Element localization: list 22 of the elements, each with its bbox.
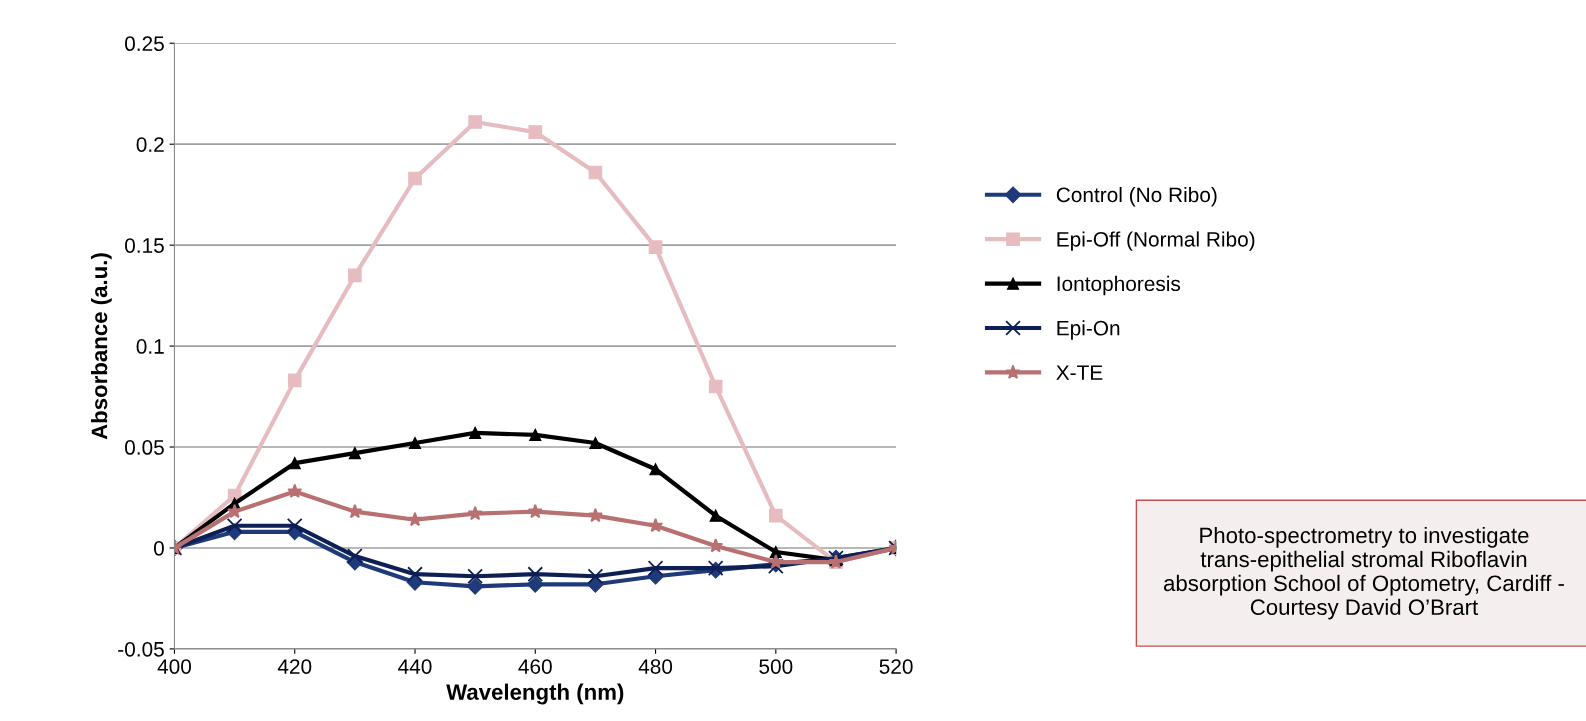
x-tick-label: 520 [879, 659, 913, 674]
legend-label: Iontophoresis [1057, 275, 1181, 296]
y-tick-label: -0.05 [118, 641, 164, 657]
y-tick-label: 0.1 [136, 339, 164, 354]
x-tick-label: 420 [277, 659, 312, 674]
x-tick-label: 400 [157, 659, 192, 674]
legend-label: Epi-Off (Normal Ribo) [1057, 231, 1255, 251]
y-tick-label: 0.15 [125, 238, 164, 253]
legend-label: X-TE [1056, 365, 1103, 380]
legend-label: Epi-On [1057, 320, 1120, 340]
y-axis-title: Absorbance (a.u.) [90, 253, 112, 440]
y-tick-label: 0.2 [136, 137, 164, 152]
x-tick-label: 460 [518, 659, 552, 674]
legend-label: Control (No Ribo) [1056, 186, 1217, 207]
text: Photo-spectrometry to investigate trans-epithelial stromal Riboflavin absorption School of Optometry, Cardiff - Courtesy David O’Brart [1163, 526, 1564, 620]
y-tick-label: 0 [153, 540, 164, 556]
x-tick-label: 480 [638, 659, 673, 674]
x-tick-label: 500 [759, 659, 793, 674]
x-axis-title: Wavelength (nm) [446, 683, 624, 705]
y-tick-label: 0.05 [125, 440, 164, 455]
y-tick-label: 0.25 [125, 36, 164, 52]
x-tick-label: 440 [398, 659, 432, 674]
